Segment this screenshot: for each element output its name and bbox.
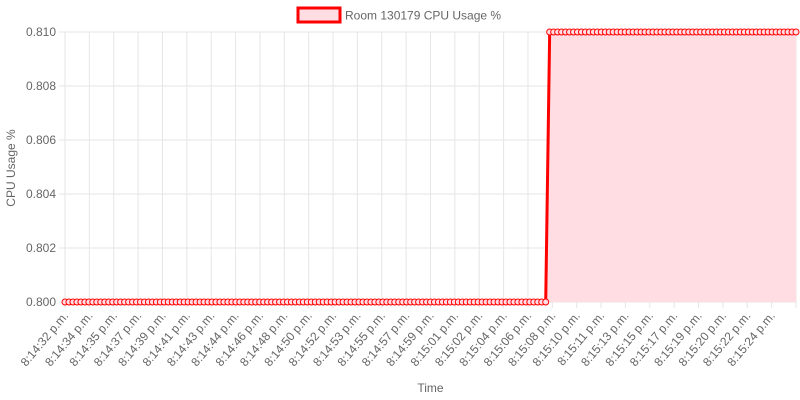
y-tick-label: 0.810: [26, 25, 56, 39]
y-tick-label: 0.808: [26, 79, 56, 93]
x-axis-title: Time: [417, 381, 444, 395]
x-axis-ticks: 8:14:32 p.m.8:14:34 p.m.8:14:35 p.m.8:14…: [18, 309, 778, 369]
y-tick-label: 0.802: [26, 241, 56, 255]
y-tick-label: 0.806: [26, 133, 56, 147]
legend[interactable]: Room 130179 CPU Usage %: [296, 6, 501, 24]
data-point: [542, 298, 550, 306]
series-area-fill: [65, 32, 796, 302]
data-point: [792, 28, 800, 36]
legend-swatch[interactable]: [296, 6, 342, 24]
data-points: [61, 28, 800, 306]
y-tick-label: 0.800: [26, 295, 56, 309]
y-axis-title: CPU Usage %: [4, 129, 18, 207]
y-axis-ticks: 0.810 0.808 0.806 0.804 0.802 0.800: [26, 25, 56, 309]
y-tick-label: 0.804: [26, 187, 56, 201]
legend-label[interactable]: Room 130179 CPU Usage %: [345, 9, 501, 23]
